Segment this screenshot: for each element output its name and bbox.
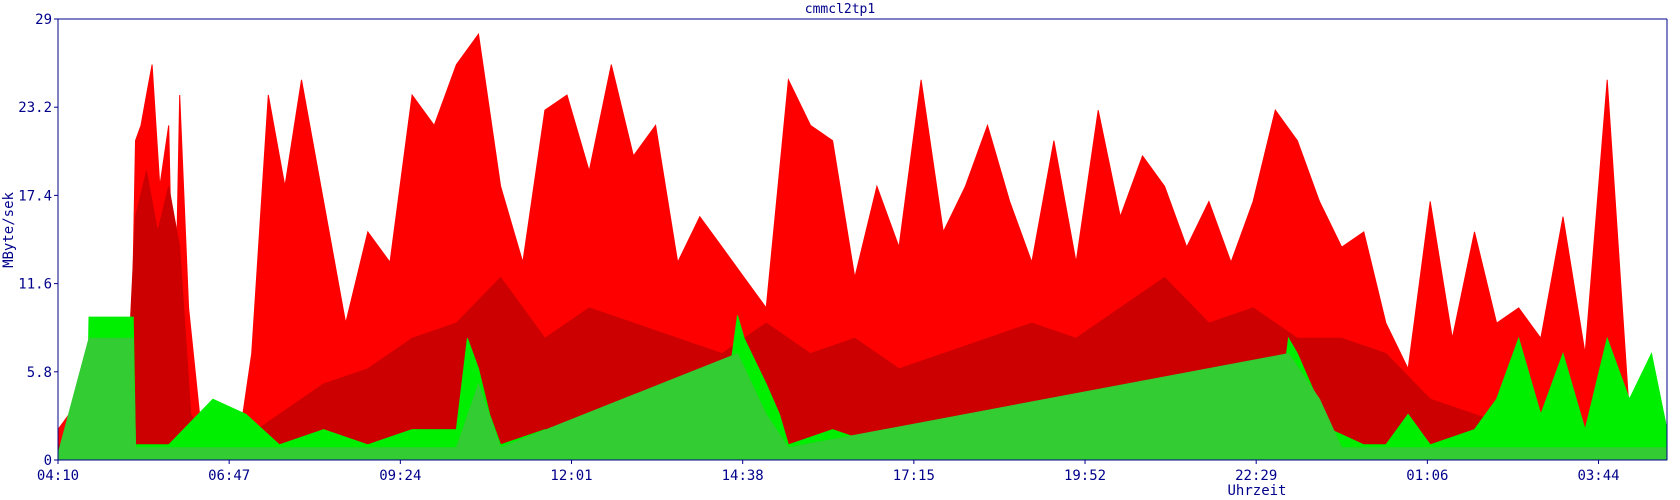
x-tick-label: 06:47 <box>208 468 250 484</box>
x-tick-label: 01:06 <box>1406 468 1448 484</box>
y-tick-label: 5.8 <box>27 365 52 381</box>
y-tick-label: 17.4 <box>18 188 52 204</box>
x-tick-label: 12:01 <box>550 468 592 484</box>
axes <box>57 18 1668 461</box>
x-axis-label: Uhrzeit <box>1227 483 1286 499</box>
x-tick-label: 17:15 <box>893 468 935 484</box>
x-tick-label: 22:29 <box>1235 468 1277 484</box>
y-axis-label: MByte/sek <box>1 192 17 268</box>
x-tick-label: 14:38 <box>722 468 764 484</box>
y-tick-label: 29 <box>35 12 52 28</box>
x-tick-label: 04:10 <box>37 468 79 484</box>
x-tick-label: 03:44 <box>1577 468 1619 484</box>
chart-title: cmmcl2tp1 <box>805 2 875 17</box>
series-area-4 <box>57 337 1668 461</box>
series-layer <box>57 32 1668 461</box>
x-tick-label: 19:52 <box>1064 468 1106 484</box>
y-tick-label: 23.2 <box>18 100 52 116</box>
y-tick-label: 11.6 <box>18 277 52 293</box>
y-tick-label: 0 <box>44 453 52 469</box>
x-tick-label: 09:24 <box>379 468 421 484</box>
x-ticks: 04:10 06:47 09:24 12:01 14:38 17:15 19:52 22:29… <box>37 460 1620 484</box>
y-ticks: 0 5.8 11.6 17.4 23.2 29 <box>18 12 58 469</box>
